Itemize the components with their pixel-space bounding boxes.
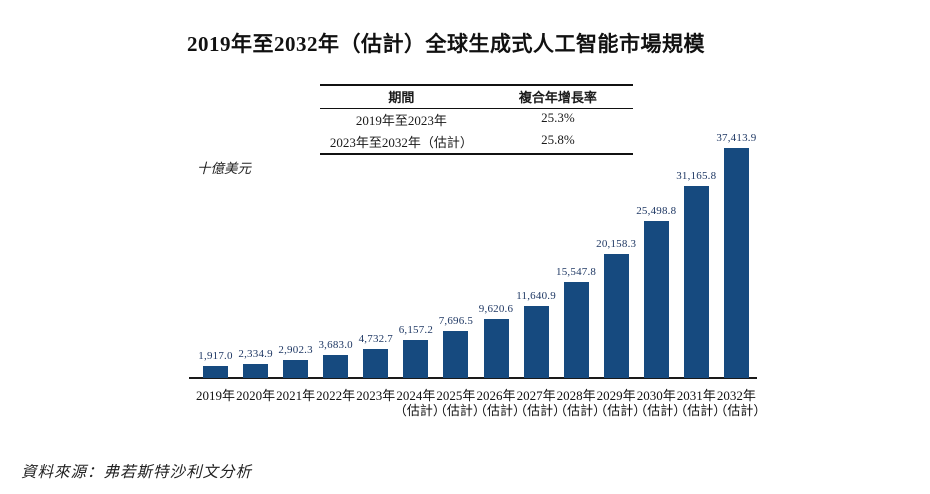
x-axis-label: 2028年 （估計）: [554, 388, 607, 418]
bar-value-label: 9,620.6: [478, 302, 514, 315]
x-axis-label: 2023年: [356, 388, 396, 403]
bar-2027年（估計）: [523, 306, 549, 378]
cagr-table: 期間 複合年增長率 2019年至2023年 25.3% 2023年至2032年（…: [320, 84, 633, 155]
bar-2032年（估計）: [723, 148, 749, 378]
bar-value-label: 11,640.9: [516, 290, 556, 303]
bar-2029年（估計）: [603, 254, 629, 378]
x-axis-label: 2029年 （估計）: [594, 388, 647, 418]
x-axis-label: 2032年 （估計）: [714, 388, 767, 418]
bar-value-label: 31,165.8: [676, 170, 717, 183]
bar-2020年: [243, 363, 269, 378]
x-axis-label: 2020年: [236, 388, 276, 403]
x-axis-label: 2019年: [195, 388, 235, 403]
x-axis-label: 2024年 （估計）: [393, 388, 446, 418]
cagr-row2-rate: 25.8%: [541, 132, 575, 147]
x-axis-label: 2030年 （估計）: [634, 388, 687, 418]
x-axis-label: 2022年: [316, 388, 356, 403]
bar-value-label: 6,157.2: [398, 324, 434, 337]
cagr-table-header-row: 期間 複合年增長率: [320, 86, 633, 109]
x-axis-label: 2021年: [276, 388, 316, 403]
bar-value-label: 3,683.0: [318, 339, 353, 352]
bar-2028年（估計）: [563, 282, 589, 378]
y-axis-unit-label: 十億美元: [197, 161, 251, 176]
cagr-header-period: 期間: [388, 90, 415, 105]
x-axis-label: 2026年 （估計）: [474, 388, 527, 418]
source-note: 資料來源：弗若斯特沙利文分析: [21, 464, 253, 481]
bar-2026年（估計）: [483, 318, 509, 378]
bar-2031年（估計）: [683, 186, 709, 378]
cagr-row1-period: 2019年至2023年: [355, 113, 447, 128]
bar-value-label: 15,547.8: [556, 266, 597, 279]
cagr-table-row-1: 2019年至2023年 25.3%: [320, 109, 633, 131]
bar-value-label: 7,696.5: [438, 314, 474, 327]
cagr-table-row-2: 2023年至2032年（估計） 25.8%: [320, 131, 633, 153]
bar-value-label: 2,902.3: [278, 344, 313, 357]
bar-value-label: 2,334.9: [238, 347, 273, 360]
cagr-header-rate: 複合年增長率: [518, 90, 597, 105]
bar-value-label: 1,917.0: [198, 350, 233, 363]
bar-value-label: 4,732.7: [358, 332, 393, 345]
bar-value-label: 37,413.9: [716, 132, 757, 144]
bar-2021年: [283, 360, 309, 378]
x-axis-label: 2031年 （估計）: [674, 388, 727, 418]
cagr-row1-rate: 25.3%: [541, 110, 575, 125]
bar-2023年: [363, 348, 389, 378]
bar-2025年（估計）: [443, 330, 469, 378]
x-axis-line: [189, 377, 757, 379]
cagr-row2-period: 2023年至2032年（估計）: [329, 135, 473, 150]
bar-value-label: 25,498.8: [636, 205, 677, 218]
bar-2030年（估計）: [643, 221, 669, 378]
bar-2024年（估計）: [403, 340, 429, 378]
bar-2022年: [323, 355, 349, 378]
x-axis-label: 2025年 （估計）: [433, 388, 486, 418]
bar-2019年: [203, 366, 228, 378]
bar-value-label: 20,158.3: [596, 238, 637, 251]
x-axis-label: 2027年 （估計）: [514, 388, 567, 418]
chart-title: 2019年至2032年（估計）全球生成式人工智能市場規模: [187, 32, 705, 56]
